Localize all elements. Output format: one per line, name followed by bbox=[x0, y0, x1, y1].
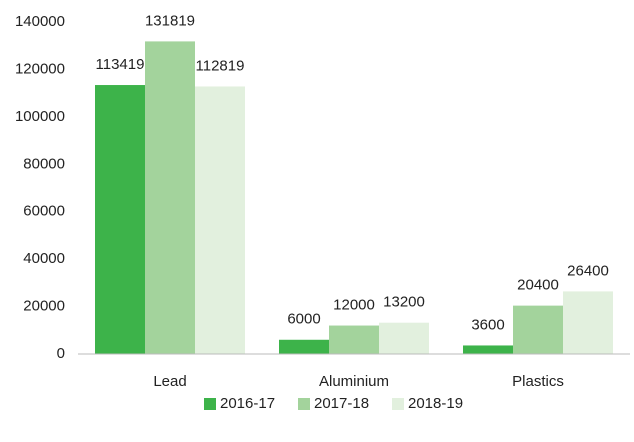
legend-swatch bbox=[298, 398, 310, 410]
bar bbox=[195, 86, 245, 355]
y-tick-label: 140000 bbox=[15, 13, 65, 30]
y-tick-label: 80000 bbox=[23, 155, 65, 172]
data-label: 26400 bbox=[567, 262, 609, 279]
data-label: 12000 bbox=[333, 297, 375, 314]
legend-label: 2017-18 bbox=[314, 395, 369, 412]
bar bbox=[279, 339, 329, 354]
y-tick-label: 40000 bbox=[23, 250, 65, 267]
bar bbox=[513, 305, 563, 354]
x-tick-label: Lead bbox=[153, 373, 186, 390]
bar bbox=[95, 85, 145, 354]
y-tick-label: 60000 bbox=[23, 203, 65, 220]
legend-swatch bbox=[392, 398, 404, 410]
data-label: 13200 bbox=[383, 294, 425, 311]
legend-label: 2018-19 bbox=[408, 395, 463, 412]
y-tick-label: 100000 bbox=[15, 108, 65, 125]
data-label: 6000 bbox=[287, 311, 320, 328]
bar bbox=[563, 291, 613, 354]
bar bbox=[463, 345, 513, 354]
legend-swatch bbox=[204, 398, 216, 410]
x-tick-label: Plastics bbox=[512, 373, 564, 390]
data-label: 3600 bbox=[471, 316, 504, 333]
x-tick-label: Aluminium bbox=[319, 373, 389, 390]
bar bbox=[379, 322, 429, 354]
y-tick-label: 0 bbox=[57, 345, 65, 362]
data-label: 20400 bbox=[517, 277, 559, 294]
bar bbox=[145, 41, 195, 354]
y-tick-label: 20000 bbox=[23, 298, 65, 315]
data-label: 112819 bbox=[196, 57, 245, 74]
y-tick-label: 120000 bbox=[15, 60, 65, 77]
data-label: 131819 bbox=[145, 12, 195, 29]
bar bbox=[329, 325, 379, 354]
legend-label: 2016-17 bbox=[220, 395, 275, 412]
data-label: 113419 bbox=[96, 56, 145, 73]
